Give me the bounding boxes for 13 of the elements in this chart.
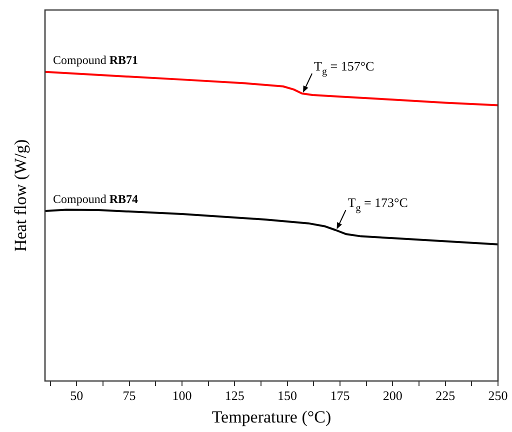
x-tick-label: 100 bbox=[172, 388, 192, 404]
x-tick-label: 225 bbox=[436, 388, 456, 404]
series-label: Compound RB74 bbox=[53, 192, 138, 206]
x-tick-label: 50 bbox=[70, 388, 84, 404]
x-axis-title: Temperature (°C) bbox=[212, 407, 332, 426]
x-tick-label: 200 bbox=[382, 388, 402, 404]
x-tick-label: 150 bbox=[278, 388, 298, 404]
x-tick-label: 250 bbox=[488, 388, 508, 404]
series-label: Compound RB71 bbox=[53, 52, 138, 67]
x-tick-label: 125 bbox=[224, 388, 244, 404]
x-tick-label: 175 bbox=[330, 388, 350, 404]
y-axis-title: Heat flow (W/g) bbox=[11, 139, 30, 252]
x-tick-label: 75 bbox=[122, 388, 136, 404]
